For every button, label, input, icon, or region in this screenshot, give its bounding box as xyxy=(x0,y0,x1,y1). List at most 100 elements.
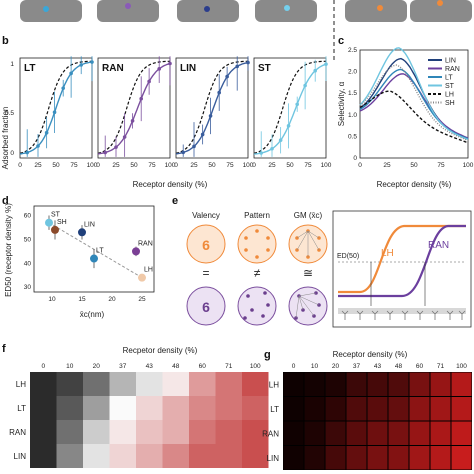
panel-c-legend-label: LH xyxy=(445,92,454,99)
panel-f-xtick: 48 xyxy=(172,363,180,370)
panel-d-xlabel: x̄c(nm) xyxy=(80,310,105,319)
panel-b-point xyxy=(52,110,57,115)
panel-d-point-lin xyxy=(78,228,86,237)
panel-c-label: c xyxy=(338,35,344,47)
panel-e-relation-equal: = xyxy=(202,266,209,280)
panel-c-curve-sh xyxy=(359,64,469,142)
panel-f-cell xyxy=(162,444,189,468)
panel-e-label-ed50: ED(50) xyxy=(337,253,359,260)
panel-c-legend-label: RAN xyxy=(445,66,460,73)
panel-b-xtick: 0 xyxy=(252,162,256,169)
panel-e-valency-orange: 6 xyxy=(202,237,210,253)
panel-b-ytick-1: 0.5 xyxy=(5,110,14,117)
panel-c-ylabel: Selectivity, α xyxy=(337,81,346,126)
panel-f-cell xyxy=(162,420,189,444)
panel-f-row-label: LH xyxy=(16,380,26,389)
panel-b-xtick: 50 xyxy=(52,162,60,169)
panel-b-point xyxy=(69,71,73,76)
panel-e-label: e xyxy=(172,195,178,207)
top-patch-strip xyxy=(20,0,472,60)
panel-d-point-label: ST xyxy=(51,212,61,219)
panel-f-cell xyxy=(162,372,189,396)
panel-c-legend-label: LIN xyxy=(445,58,456,65)
panel-g-cell xyxy=(304,421,325,445)
panel-g-cell xyxy=(367,421,388,445)
panel-b-point xyxy=(225,74,229,79)
panel-b-point xyxy=(303,83,307,88)
panel-g-cell xyxy=(304,397,325,421)
panel-f-cell xyxy=(56,420,83,444)
panel-f-cell xyxy=(109,444,136,468)
panel-d-xtick: 20 xyxy=(108,296,116,303)
panel-f-cell xyxy=(30,372,57,396)
panel-b-xtick: 25 xyxy=(112,162,120,169)
panel-g-cell xyxy=(283,446,304,470)
panel-e-purple-row xyxy=(186,286,328,326)
panel-b-point xyxy=(181,150,185,155)
panel-b-point xyxy=(235,64,239,69)
panel-f-xtick: 10 xyxy=(66,363,74,370)
panel-f-heatmap: LH LT RAN LIN 0 10 20 37 43 48 60 71 100 xyxy=(9,363,269,468)
panel-b-point xyxy=(286,124,291,128)
panel-b-xtick: 75 xyxy=(226,162,234,169)
panel-c-xlabel: Receptor density (%) xyxy=(377,180,452,189)
panel-b-xtick: 0 xyxy=(18,162,22,169)
panel-b-point xyxy=(246,60,250,65)
panel-g-row-label: LH xyxy=(269,380,279,389)
panel-b-xtick: 25 xyxy=(190,162,198,169)
panel-e-label-lh: LH xyxy=(381,248,394,259)
panel-d-ytick: 40 xyxy=(24,260,32,267)
panel-b-point xyxy=(147,79,151,84)
panel-b-point xyxy=(259,151,264,155)
panel-f-cell xyxy=(136,444,163,468)
panel-b-xtick: 50 xyxy=(286,162,294,169)
panel-b-xtick: 75 xyxy=(148,162,156,169)
panel-b-point xyxy=(103,150,107,155)
panel-g-cell xyxy=(388,397,409,421)
panel-b-point xyxy=(270,146,274,151)
panel-b-ytick-2: 1 xyxy=(10,61,14,68)
panel-f-row-label: RAN xyxy=(9,428,26,437)
panel-f-cell xyxy=(109,372,136,396)
panel-d-point-label: LT xyxy=(96,248,104,255)
panel-f-cell xyxy=(242,396,269,420)
panel-d-xtick: 25 xyxy=(138,296,146,303)
panel-f-cell xyxy=(56,372,83,396)
panel-g-cell xyxy=(346,421,367,445)
panel-d-xtick: 10 xyxy=(48,296,56,303)
panel-c-xtick: 25 xyxy=(383,162,391,169)
panel-b-xtick: 25 xyxy=(34,162,42,169)
panel-e-orange-row xyxy=(186,224,328,264)
panel-b-plots: LT 0 25 50 75 100 RAN 0 25 50 75 100 LIN 0 25 50 75 100 ST… xyxy=(18,56,332,169)
panel-c-xtick: 100 xyxy=(463,162,474,169)
panel-g-cell xyxy=(388,421,409,445)
panel-d-point-sh xyxy=(51,225,59,234)
panel-f-cell xyxy=(215,444,242,468)
panel-g-cell xyxy=(430,372,451,396)
panel-e-col-valency: Valency xyxy=(192,211,220,220)
panel-b-reference-curve xyxy=(175,60,249,154)
panel-d-ytick: 60 xyxy=(24,213,32,220)
panel-g-xtick: 100 xyxy=(456,363,467,370)
panel-b-point xyxy=(278,138,283,143)
panel-f-xtick: 60 xyxy=(199,363,207,370)
panel-b-xtick: 100 xyxy=(165,162,176,169)
panel-c-legend-label: ST xyxy=(445,83,455,90)
panel-g-cell xyxy=(409,421,430,445)
panel-g-cell xyxy=(367,446,388,470)
panel-g-cell xyxy=(325,421,346,445)
panel-f-cell xyxy=(30,444,57,468)
panel-b-ylabel: Adsorbed fraction xyxy=(1,107,10,170)
panel-f-cell xyxy=(56,396,83,420)
panel-g-cell xyxy=(409,372,430,396)
panel-g-cell xyxy=(304,372,325,396)
panel-g-cell xyxy=(451,446,472,470)
panel-f-row-label: LIN xyxy=(14,452,27,461)
panel-b-ytick-0: 0 xyxy=(10,150,14,157)
panel-c-ytick: 0.5 xyxy=(348,133,357,140)
panel-g-xtick: 48 xyxy=(395,363,403,370)
panel-e-relation-notequal: ≠ xyxy=(254,266,261,280)
panel-b-xtick: 50 xyxy=(130,162,138,169)
panel-d-point-ran xyxy=(132,247,140,256)
